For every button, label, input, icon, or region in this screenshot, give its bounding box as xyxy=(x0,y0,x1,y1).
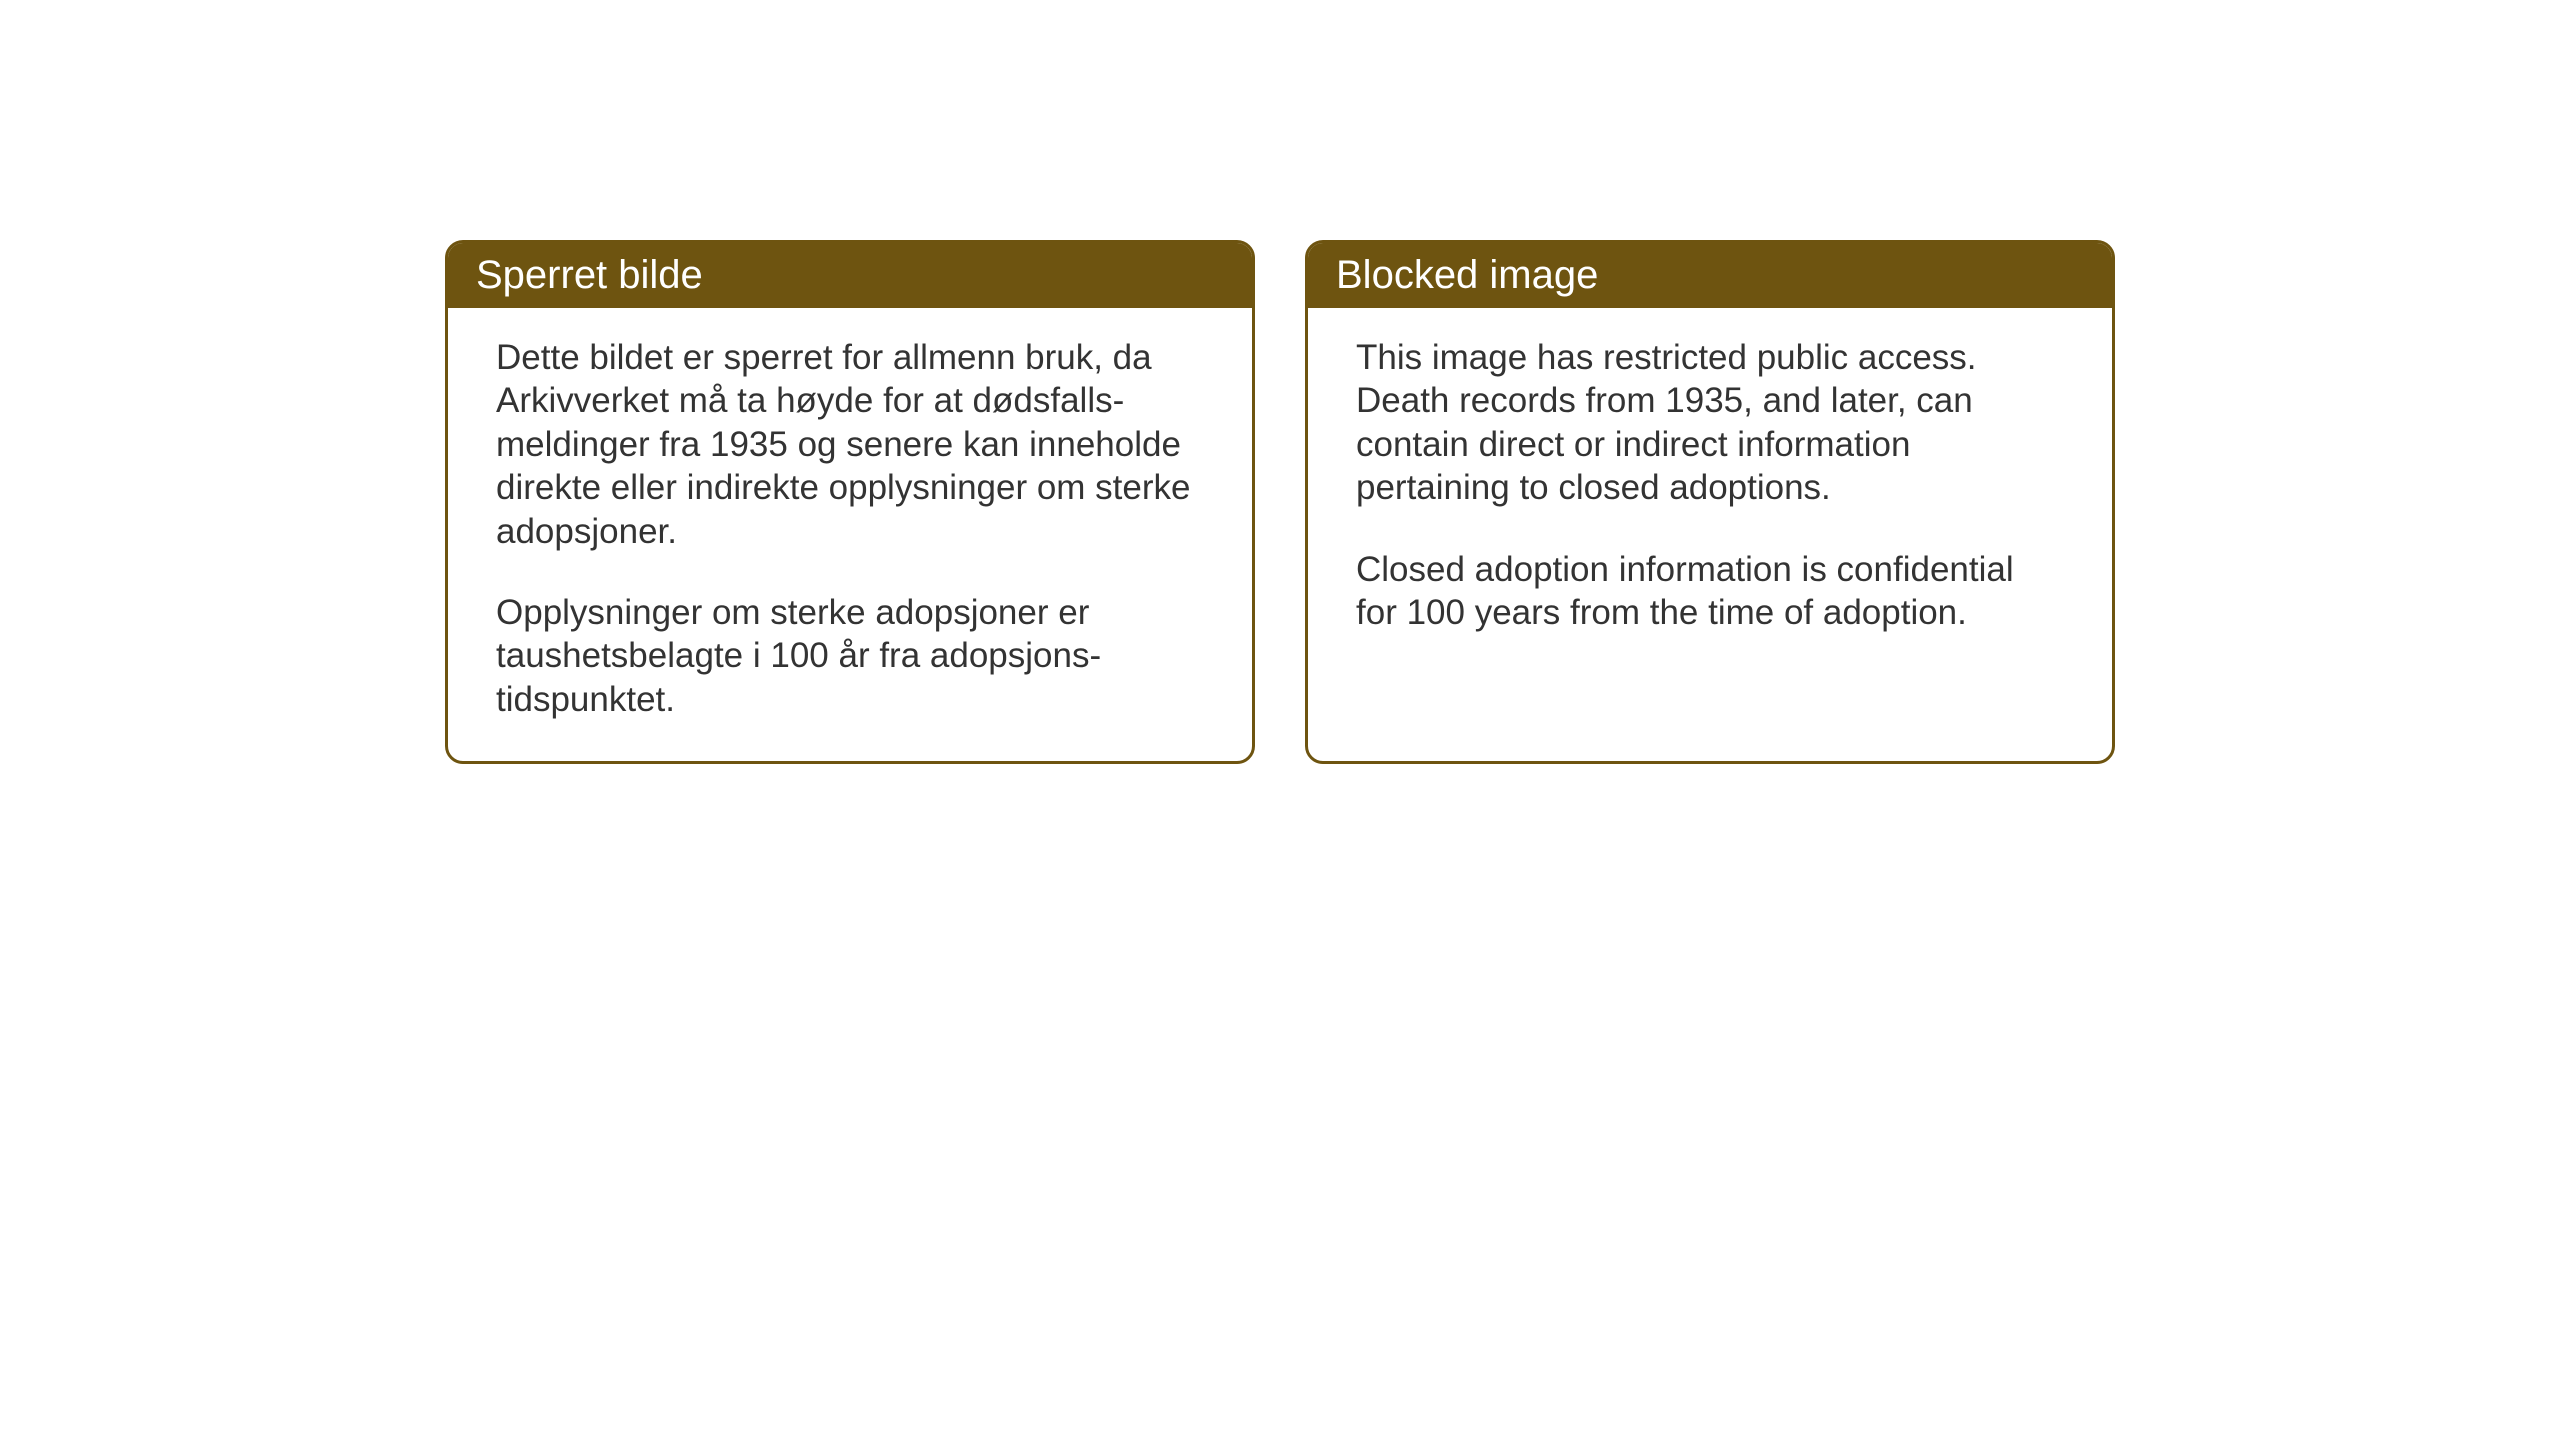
notice-card-norwegian: Sperret bilde Dette bildet er sperret fo… xyxy=(445,240,1255,764)
card-header-norwegian: Sperret bilde xyxy=(448,243,1252,308)
card-body-english: This image has restricted public access.… xyxy=(1308,308,2112,748)
card-paragraph-1-norwegian: Dette bildet er sperret for allmenn bruk… xyxy=(496,336,1204,553)
notice-card-english: Blocked image This image has restricted … xyxy=(1305,240,2115,764)
card-paragraph-2-english: Closed adoption information is confident… xyxy=(1356,548,2064,635)
card-paragraph-1-english: This image has restricted public access.… xyxy=(1356,336,2064,510)
notice-container: Sperret bilde Dette bildet er sperret fo… xyxy=(0,0,2560,764)
card-header-english: Blocked image xyxy=(1308,243,2112,308)
card-body-norwegian: Dette bildet er sperret for allmenn bruk… xyxy=(448,308,1252,761)
card-title-english: Blocked image xyxy=(1336,253,1598,297)
card-title-norwegian: Sperret bilde xyxy=(476,253,703,297)
card-paragraph-2-norwegian: Opplysninger om sterke adopsjoner er tau… xyxy=(496,591,1204,721)
